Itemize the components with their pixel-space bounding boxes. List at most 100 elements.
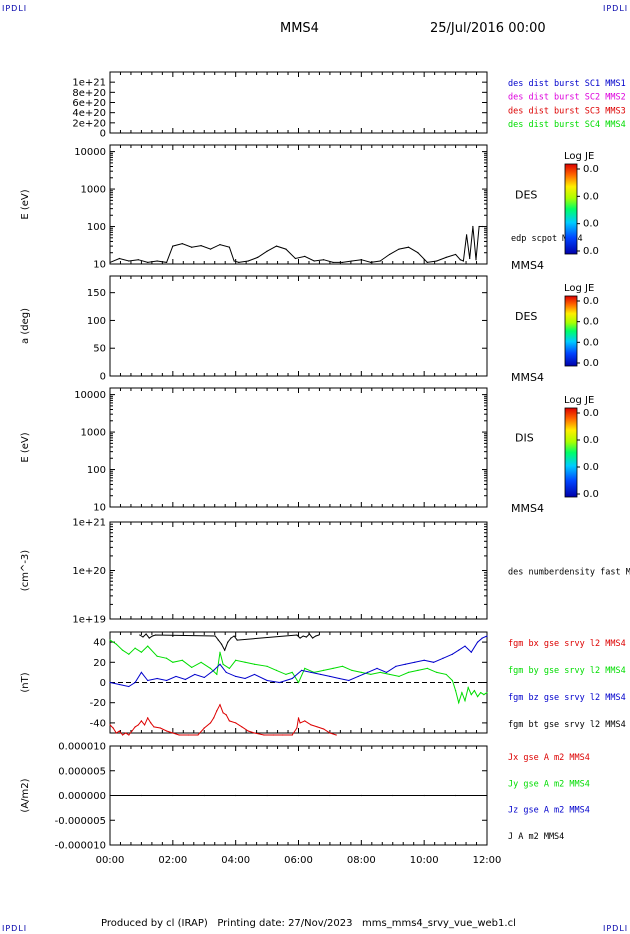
y-tick-label: 100 [87, 465, 106, 476]
data-point [423, 659, 425, 661]
data-point [172, 732, 174, 734]
data-point [310, 671, 312, 674]
data-point [304, 720, 306, 722]
y-tick-label: 10 [93, 503, 106, 514]
data-point [148, 637, 150, 639]
corner-label-bottom-right: IPDLI [603, 924, 629, 933]
data-point [147, 717, 149, 719]
data-point [194, 673, 196, 676]
y-tick-label: -0.000005 [55, 816, 106, 827]
series-line-fgm-bx-gse-srvy-l2-mms4 [109, 703, 337, 736]
data-point [115, 732, 117, 734]
data-point [219, 243, 221, 246]
data-point [224, 649, 226, 651]
data-point [134, 681, 136, 684]
data-point [462, 260, 465, 262]
data-point [302, 635, 304, 637]
data-point [360, 794, 362, 797]
data-point [128, 685, 130, 688]
data-point [156, 260, 158, 262]
data-point [296, 634, 298, 636]
data-point [417, 252, 419, 254]
data-point [222, 712, 224, 714]
data-point [486, 635, 488, 637]
y-tick-label: 1000 [81, 185, 106, 196]
data-point [467, 686, 469, 689]
data-point [436, 671, 438, 674]
legend-entry: des dist burst SC2 MMS2 [508, 93, 626, 103]
data-point [225, 714, 227, 716]
data-point [332, 667, 334, 669]
data-point [244, 677, 246, 680]
colorbar-label: 0.0 [583, 317, 599, 328]
y-axis-label: (cm^-3) [20, 550, 31, 591]
data-point [454, 689, 457, 692]
data-point [219, 663, 221, 665]
data-point [316, 726, 318, 728]
data-point [329, 794, 331, 797]
panel-dis-energy: 10000 1000 100 10 E (eV) DIS MMS4 [20, 387, 544, 515]
data-point [165, 679, 168, 682]
data-point [203, 727, 205, 729]
panel-side-label: MMS4 [511, 371, 544, 384]
data-point [125, 732, 127, 734]
data-point [465, 234, 468, 236]
y-tick-label: -0.000010 [55, 841, 106, 852]
y-tick-label: 1e+21 [72, 78, 106, 89]
data-point [285, 673, 287, 676]
panel-des-numberdensity: 1e+21 1e+20 1e+19 (cm^-3) des numberdensity … [20, 518, 630, 626]
legend-entry: fgm bx gse srvy l2 MMS4 [508, 639, 626, 649]
data-point [315, 635, 317, 637]
colorbar-label: 0.0 [583, 164, 599, 175]
y-tick-label: 0.000010 [58, 742, 106, 753]
panel-des-energy: 10000 1000 100 10 E (eV) DES edp scpot MMS4 MMS… [20, 144, 583, 272]
colorbar-label: 0.0 [583, 435, 599, 446]
data-point [153, 726, 155, 728]
legend-entry: Jy gse A m2 MMS4 [508, 779, 590, 789]
data-point [272, 734, 274, 736]
data-point [203, 676, 205, 679]
panel-side-label: MMS4 [511, 502, 544, 515]
data-point [216, 710, 218, 712]
y-tick-label: 1000 [81, 428, 106, 439]
y-tick-label: 20 [93, 658, 106, 669]
data-point [266, 679, 268, 682]
data-point [305, 636, 307, 638]
data-point [191, 246, 193, 248]
data-point [376, 667, 378, 669]
colorbar-label: 0.0 [583, 219, 599, 230]
data-point [236, 639, 238, 641]
data-point [109, 724, 111, 726]
y-axis-label: a (deg) [20, 308, 31, 344]
colorbar-label: 0.0 [583, 337, 599, 348]
data-point [291, 734, 293, 736]
data-point [304, 667, 306, 669]
data-point [140, 651, 143, 653]
data-point [197, 734, 199, 736]
data-point [275, 245, 278, 247]
data-point [128, 653, 130, 655]
data-point [417, 669, 419, 671]
data-point [451, 653, 454, 655]
data-point [140, 794, 143, 797]
data-point [214, 635, 216, 637]
data-point [244, 661, 246, 663]
panel-side-label: DIS [515, 432, 534, 445]
panel-side-label: edp scpot MMS4 [511, 234, 583, 244]
data-point [329, 675, 331, 678]
data-point [150, 722, 152, 724]
data-point [475, 259, 477, 261]
data-point [235, 659, 237, 661]
colorbar-title: Log JE [564, 151, 594, 162]
data-point [296, 727, 298, 729]
series-line-edp-scpot-mms4 [109, 226, 483, 263]
y-tick-label: 2e+20 [72, 118, 106, 129]
colorbar-title: Log JE [564, 283, 594, 294]
y-axis-label: E (eV) [20, 432, 31, 462]
data-point [112, 727, 114, 729]
data-point [131, 730, 133, 732]
data-point [253, 673, 256, 676]
panel-frame [109, 521, 488, 620]
panel-current-density: 0.000010 0.000005 0.000000 -0.000005 -0.0000… [20, 742, 590, 852]
header-date: 25/Jul/2016 00:00 [430, 21, 546, 36]
